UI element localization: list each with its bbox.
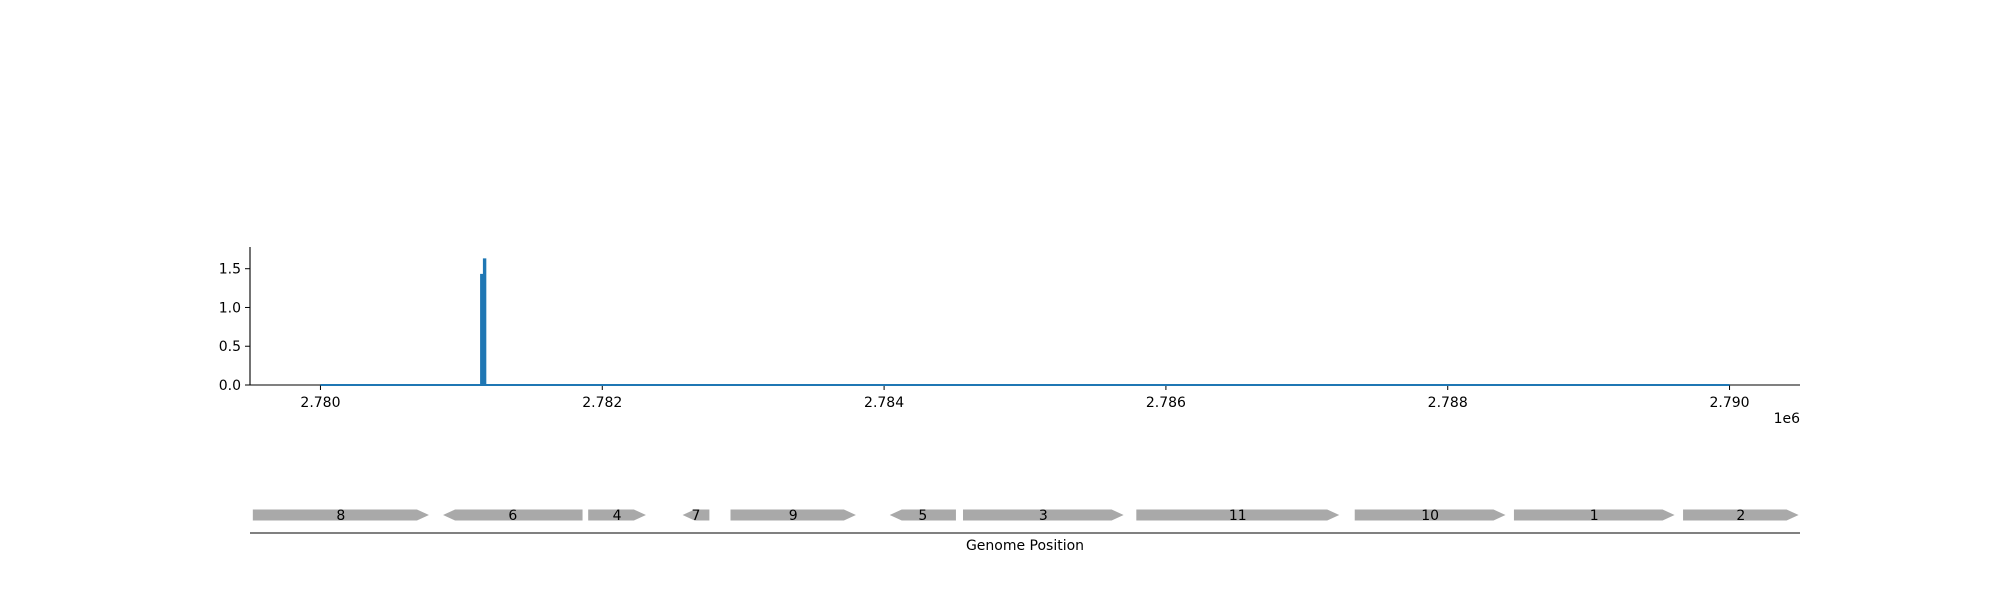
gene-arrow-4 [588, 509, 646, 521]
gene-track-xlabel: Genome Position [966, 538, 1084, 554]
x-tick-label: 2.790 [1709, 395, 1749, 411]
gene-arrow-10 [1354, 509, 1506, 521]
y-ticks: 0.0 0.5 1.0 1.5 [219, 262, 250, 394]
gene-arrow-5 [889, 509, 956, 521]
gene-label-11: 11 [1229, 508, 1247, 524]
gene-arrow-11 [1136, 509, 1340, 521]
gene-arrow-8 [252, 509, 429, 521]
gene-label-7: 7 [692, 508, 701, 524]
x-tick-label: 2.782 [582, 395, 622, 411]
gene-track: 8 6 4 7 9 5 3 11 10 1 2 Genome Position [250, 508, 1800, 554]
gene-arrow-2 [1683, 509, 1799, 521]
x-tick-label: 2.784 [864, 395, 904, 411]
series-line-0 [320, 258, 1730, 386]
x-ticks: 2.780 2.782 2.784 2.786 2.788 2.790 [300, 385, 1750, 411]
gene-label-4: 4 [613, 508, 622, 524]
gene-label-6: 6 [508, 508, 517, 524]
gene-label-3: 3 [1039, 508, 1048, 524]
x-tick-label: 2.780 [300, 395, 340, 411]
gene-label-5: 5 [918, 508, 927, 524]
gene-label-1: 1 [1590, 508, 1599, 524]
gene-layer: 8 6 4 7 9 5 3 11 10 1 2 [252, 508, 1799, 524]
gene-label-10: 10 [1421, 508, 1439, 524]
y-tick-label: 1.5 [219, 262, 241, 278]
gene-arrow-6 [443, 509, 583, 521]
coverage-plot: 0.00.51.01.5 2.780 2.782 2.784 2.786 2.788 2.… [219, 247, 1800, 427]
gene-arrow-7 [682, 509, 710, 521]
y-tick-label: 0.5 [219, 339, 241, 355]
y-tick-label: 1.0 [219, 300, 241, 316]
x-tick-label: 2.788 [1428, 395, 1468, 411]
x-tick-label: 2.786 [1146, 395, 1186, 411]
series-layer [320, 258, 1730, 386]
gene-label-8: 8 [336, 508, 345, 524]
gene-arrow-3 [963, 509, 1124, 521]
y-tick-label: 0.0 [219, 378, 241, 394]
gene-label-9: 9 [789, 508, 798, 524]
gene-arrow-9 [730, 509, 856, 521]
gene-label-2: 2 [1736, 508, 1745, 524]
x-offset-label: 1e6 [1774, 411, 1801, 427]
gene-arrow-1 [1513, 509, 1675, 521]
